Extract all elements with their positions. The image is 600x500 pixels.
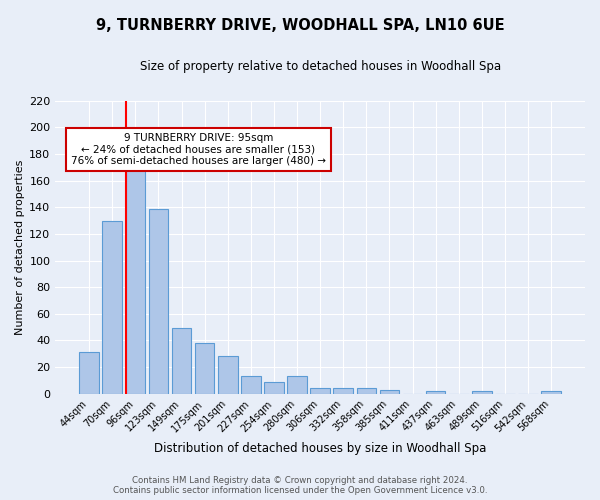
Bar bbox=[541, 391, 561, 394]
Bar bbox=[334, 388, 353, 394]
Bar bbox=[103, 220, 122, 394]
Bar bbox=[310, 388, 330, 394]
Bar bbox=[218, 356, 238, 394]
Text: 9 TURNBERRY DRIVE: 95sqm
← 24% of detached houses are smaller (153)
76% of semi-: 9 TURNBERRY DRIVE: 95sqm ← 24% of detach… bbox=[71, 133, 326, 166]
Text: 9, TURNBERRY DRIVE, WOODHALL SPA, LN10 6UE: 9, TURNBERRY DRIVE, WOODHALL SPA, LN10 6… bbox=[95, 18, 505, 32]
Bar bbox=[380, 390, 399, 394]
Bar bbox=[241, 376, 260, 394]
Bar bbox=[149, 208, 168, 394]
Bar bbox=[356, 388, 376, 394]
Bar bbox=[472, 391, 491, 394]
X-axis label: Distribution of detached houses by size in Woodhall Spa: Distribution of detached houses by size … bbox=[154, 442, 487, 455]
Bar bbox=[264, 382, 284, 394]
Title: Size of property relative to detached houses in Woodhall Spa: Size of property relative to detached ho… bbox=[140, 60, 501, 73]
Y-axis label: Number of detached properties: Number of detached properties bbox=[15, 160, 25, 335]
Bar bbox=[125, 155, 145, 394]
Text: Contains HM Land Registry data © Crown copyright and database right 2024.
Contai: Contains HM Land Registry data © Crown c… bbox=[113, 476, 487, 495]
Bar bbox=[79, 352, 99, 394]
Bar bbox=[426, 391, 445, 394]
Bar bbox=[195, 343, 214, 394]
Bar bbox=[172, 328, 191, 394]
Bar bbox=[287, 376, 307, 394]
